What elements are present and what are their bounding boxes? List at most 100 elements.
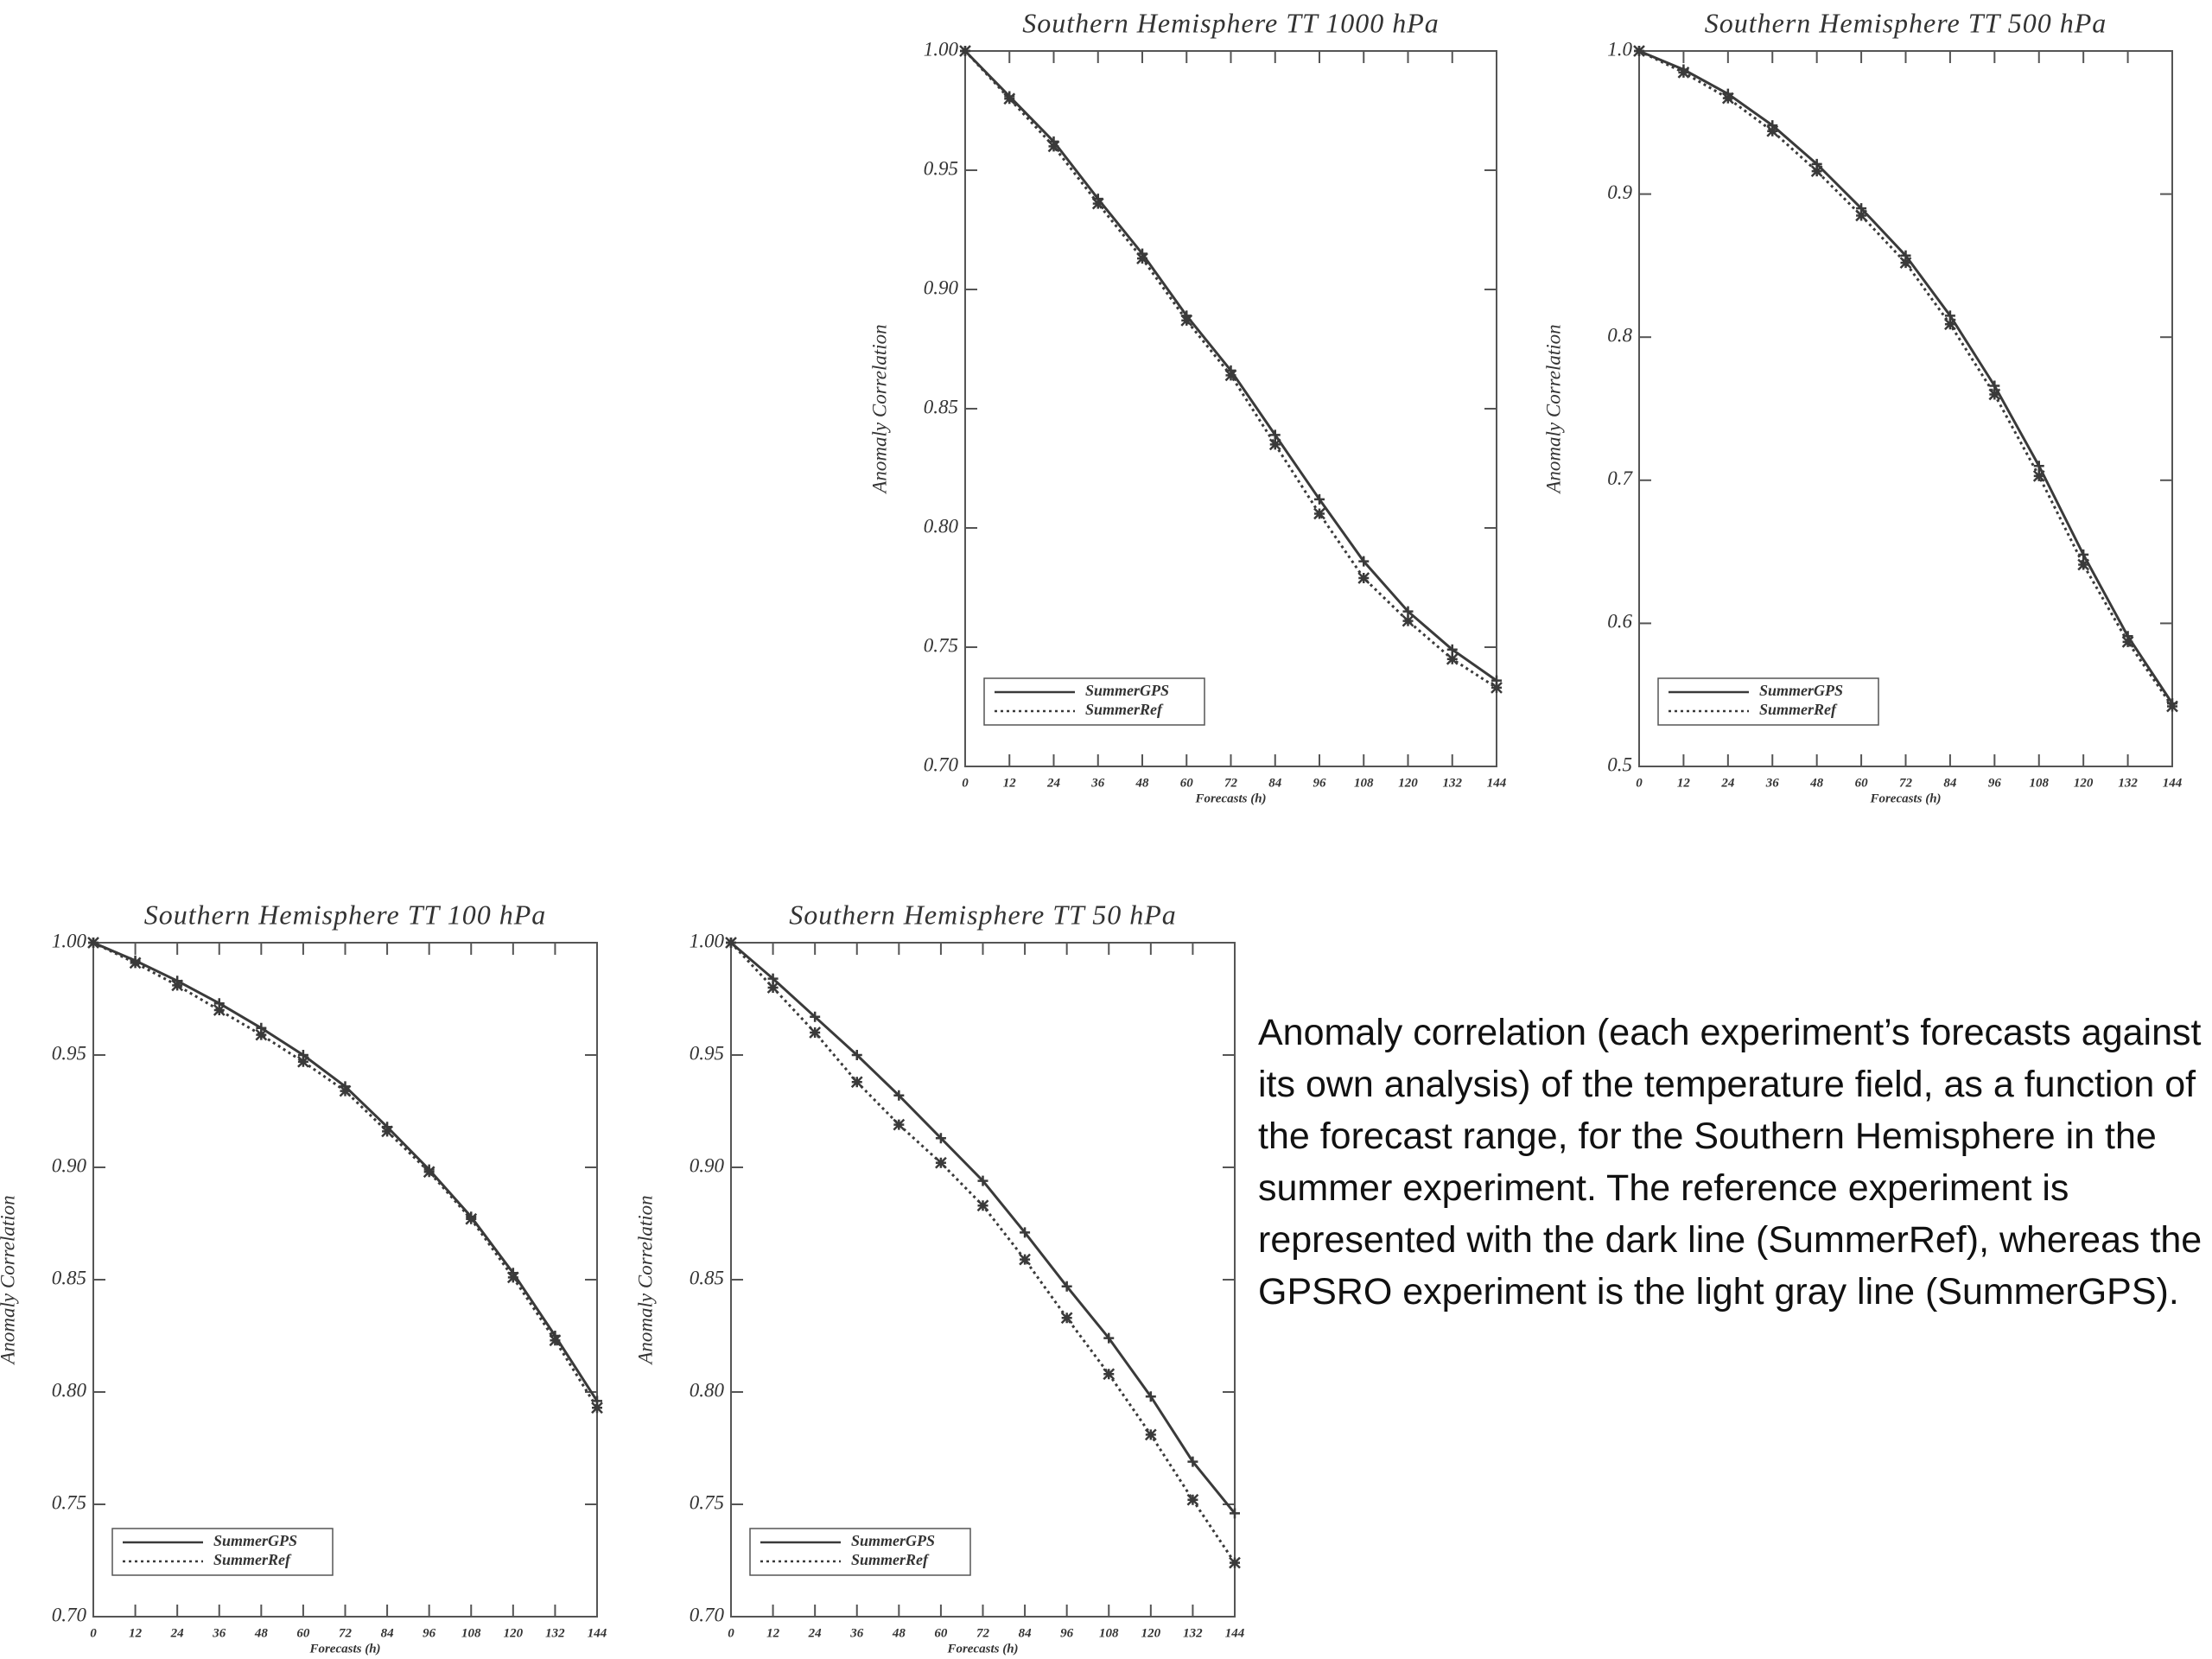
x-tick-label: 60 — [296, 1626, 310, 1640]
y-axis-label: Anomaly Correlation — [1542, 324, 1564, 494]
x-tick-label: 132 — [545, 1626, 565, 1640]
series-line — [730, 941, 1236, 1515]
data-marker — [959, 45, 971, 57]
x-tick-label: 72 — [1224, 776, 1238, 790]
data-marker — [1103, 1368, 1116, 1381]
data-marker — [2121, 636, 2134, 648]
plot-frame — [1638, 50, 2173, 767]
y-tick-label: 0.90 — [924, 276, 959, 298]
x-tick-label: 0 — [1636, 776, 1643, 790]
legend-label: SummerGPS — [1759, 682, 1843, 699]
y-tick-label: 0.85 — [690, 1267, 724, 1288]
x-axis-label: Forecasts (h) — [1869, 791, 1941, 805]
x-tick-label: 0 — [962, 776, 969, 790]
data-marker — [1003, 92, 1016, 105]
data-marker — [976, 1199, 989, 1212]
legend-label: SummerRef — [1759, 701, 1838, 718]
x-tick-label: 96 — [1988, 776, 2002, 790]
x-axis-label: Forecasts (h) — [946, 1642, 1018, 1656]
y-tick-label: 0.75 — [52, 1491, 86, 1513]
x-tick-label: 12 — [766, 1626, 780, 1640]
x-tick-label: 72 — [339, 1626, 353, 1640]
data-marker — [2166, 700, 2178, 713]
data-marker — [129, 957, 142, 969]
y-tick-label: 0.75 — [690, 1491, 724, 1513]
data-marker — [1144, 1428, 1157, 1441]
data-marker — [1810, 165, 1823, 177]
x-tick-label: 120 — [2074, 776, 2094, 790]
data-marker — [725, 937, 737, 949]
data-marker — [1186, 1493, 1199, 1506]
data-marker — [87, 937, 99, 949]
x-tick-label: 48 — [1809, 776, 1824, 790]
x-tick-label: 72 — [1899, 776, 1913, 790]
plot-frame — [730, 942, 1236, 1618]
x-axis-label: Forecasts (h) — [1194, 791, 1266, 805]
series-line — [1638, 49, 2174, 708]
chart-title: Southern Hemisphere TT 1000 hPa — [1022, 7, 1440, 38]
data-marker — [1060, 1312, 1073, 1325]
legend-label: SummerRef — [1085, 701, 1164, 718]
data-marker — [1721, 92, 1734, 105]
data-marker — [213, 1004, 226, 1016]
y-tick-label: 0.85 — [52, 1267, 86, 1288]
data-marker — [767, 973, 779, 984]
x-tick-label: 24 — [170, 1626, 185, 1640]
y-tick-label: 0.9 — [1607, 181, 1632, 203]
y-tick-label: 0.80 — [690, 1379, 725, 1401]
y-tick-label: 0.95 — [690, 1042, 724, 1064]
data-marker — [1187, 1456, 1198, 1467]
data-marker — [1136, 252, 1148, 265]
y-tick-label: 1.0 — [1607, 38, 1632, 60]
data-marker — [977, 1175, 988, 1186]
y-tick-label: 1.00 — [52, 930, 87, 951]
x-tick-label: 84 — [1019, 1626, 1033, 1640]
data-marker — [1855, 209, 1867, 222]
x-tick-label: 120 — [1141, 1626, 1161, 1640]
x-tick-label: 96 — [1060, 1626, 1074, 1640]
data-marker — [1091, 197, 1104, 210]
legend-label: SummerGPS — [213, 1532, 297, 1549]
data-marker — [1268, 438, 1281, 451]
y-tick-label: 0.80 — [924, 515, 959, 537]
legend-label: SummerGPS — [1085, 682, 1169, 699]
x-tick-label: 48 — [254, 1626, 269, 1640]
data-marker — [1677, 66, 1690, 79]
data-marker — [810, 1011, 821, 1022]
data-marker — [1103, 1332, 1115, 1344]
data-marker — [935, 1133, 946, 1144]
x-tick-label: 84 — [381, 1626, 395, 1640]
x-tick-label: 24 — [1720, 776, 1735, 790]
legend-box — [1657, 677, 1879, 726]
data-marker — [1402, 614, 1414, 627]
caption: Anomaly correlation (each experiment’s f… — [1258, 1012, 2202, 1313]
x-tick-label: 96 — [1313, 776, 1327, 790]
x-tick-label: 12 — [1003, 776, 1017, 790]
plot-frame — [964, 50, 1497, 767]
y-tick-label: 0.85 — [924, 396, 958, 417]
x-tick-label: 84 — [1268, 776, 1282, 790]
data-marker — [1020, 1227, 1031, 1238]
x-tick-label: 144 — [2163, 776, 2183, 790]
x-tick-label: 24 — [1046, 776, 1061, 790]
data-marker — [809, 1027, 822, 1039]
x-tick-label: 96 — [423, 1626, 436, 1640]
chart-title: Southern Hemisphere TT 500 hPa — [1705, 7, 2107, 38]
x-tick-label: 60 — [1855, 776, 1869, 790]
x-tick-label: 132 — [2118, 776, 2138, 790]
legend-box — [749, 1528, 971, 1576]
data-marker — [1446, 644, 1458, 655]
legend-label: SummerRef — [851, 1551, 930, 1568]
data-marker — [1446, 652, 1459, 665]
x-tick-label: 36 — [1090, 776, 1105, 790]
chart-title: Southern Hemisphere TT 50 hPa — [789, 899, 1177, 930]
data-marker — [465, 1212, 478, 1225]
legend-label: SummerGPS — [851, 1532, 935, 1549]
data-marker — [2032, 469, 2045, 482]
x-tick-label: 0 — [90, 1626, 97, 1640]
x-tick-label: 144 — [1487, 776, 1507, 790]
series-line — [92, 941, 599, 1408]
y-tick-label: 0.6 — [1607, 611, 1632, 632]
